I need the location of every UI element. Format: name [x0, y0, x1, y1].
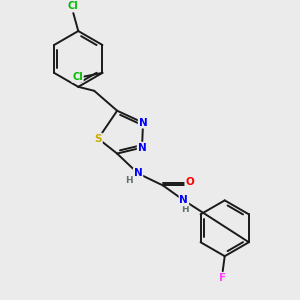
- Text: S: S: [94, 134, 102, 144]
- Text: O: O: [185, 178, 194, 188]
- Text: N: N: [134, 169, 142, 178]
- Text: N: N: [139, 118, 147, 128]
- Text: H: H: [181, 205, 189, 214]
- Text: Cl: Cl: [72, 72, 83, 82]
- Text: Cl: Cl: [68, 1, 79, 11]
- Text: N: N: [138, 142, 146, 153]
- Text: N: N: [179, 195, 188, 206]
- Text: H: H: [125, 176, 133, 185]
- Text: F: F: [219, 273, 226, 283]
